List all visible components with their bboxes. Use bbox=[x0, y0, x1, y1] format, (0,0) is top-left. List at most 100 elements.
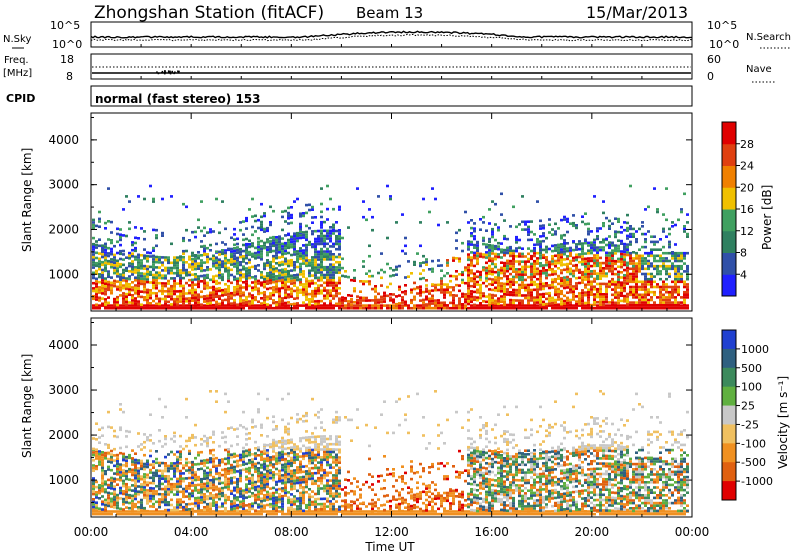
rti-cell bbox=[623, 294, 626, 298]
rti-cell bbox=[239, 469, 242, 472]
rti-cell bbox=[578, 242, 581, 246]
rti-cell bbox=[641, 298, 644, 302]
rti-cell bbox=[101, 302, 104, 306]
rti-cell bbox=[281, 252, 284, 256]
rti-cell bbox=[296, 250, 299, 253]
rti-cell bbox=[434, 304, 437, 307]
rti-cell bbox=[344, 304, 347, 307]
rti-cell bbox=[545, 276, 548, 280]
rti-cell bbox=[602, 298, 605, 301]
rti-cell bbox=[419, 294, 422, 297]
rti-cell bbox=[473, 243, 476, 247]
rti-cell bbox=[143, 493, 146, 497]
rti-cell bbox=[131, 281, 134, 284]
rti-cell bbox=[470, 226, 473, 230]
rti-cell bbox=[176, 506, 179, 509]
rti-cell bbox=[512, 254, 515, 258]
rti-cell bbox=[479, 302, 482, 305]
rti-cell bbox=[656, 303, 659, 307]
rti-cell bbox=[200, 496, 203, 499]
rti-cell bbox=[587, 270, 590, 273]
rti-cell bbox=[161, 269, 164, 272]
rti-cell bbox=[143, 462, 146, 466]
rti-cell bbox=[641, 221, 644, 224]
rti-cell bbox=[95, 509, 98, 512]
freq-mark bbox=[167, 71, 170, 73]
rti-cell bbox=[497, 245, 500, 248]
rti-cell bbox=[251, 492, 254, 495]
rti-cell bbox=[488, 264, 491, 268]
rti-cell bbox=[119, 512, 122, 516]
rti-cell bbox=[581, 302, 584, 305]
rti-cell bbox=[110, 512, 113, 516]
rti-cell bbox=[146, 288, 149, 292]
rti-cell bbox=[116, 496, 119, 499]
rti-cell bbox=[230, 294, 233, 298]
rti-cell bbox=[209, 510, 212, 513]
rti-cell bbox=[209, 390, 212, 393]
rti-cell bbox=[584, 278, 587, 281]
rti-cell bbox=[650, 272, 653, 276]
rti-cell bbox=[548, 284, 551, 287]
rti-cell bbox=[215, 503, 218, 507]
rti-cell bbox=[263, 291, 266, 294]
rti-cell bbox=[92, 437, 95, 440]
rti-cell bbox=[137, 304, 140, 307]
rti-cell bbox=[239, 490, 242, 493]
rti-cell bbox=[542, 266, 545, 270]
rti-cell bbox=[353, 289, 356, 293]
rti-cell bbox=[140, 274, 143, 278]
rti-cell bbox=[668, 240, 671, 244]
rti-cell bbox=[485, 269, 488, 272]
rti-cell bbox=[236, 259, 239, 262]
rti-cell bbox=[332, 245, 335, 248]
rti-cell bbox=[254, 230, 257, 233]
rti-cell bbox=[236, 435, 239, 438]
rti-cell bbox=[635, 296, 638, 299]
rti-cell bbox=[560, 306, 563, 310]
rti-cell bbox=[179, 455, 182, 459]
rti-cell bbox=[407, 306, 410, 310]
rti-cell bbox=[275, 236, 278, 239]
rti-cell bbox=[206, 231, 209, 234]
station-title: Zhongshan Station (fitACF) bbox=[94, 3, 324, 23]
rti-cell bbox=[179, 279, 182, 283]
rti-cell bbox=[671, 306, 674, 310]
rti-cell bbox=[428, 268, 431, 271]
rti-cell bbox=[101, 244, 104, 247]
rti-cell bbox=[545, 306, 548, 310]
rti-cell bbox=[209, 249, 212, 252]
rti-cell bbox=[431, 302, 434, 305]
rti-cell bbox=[266, 238, 269, 241]
rti-cell bbox=[560, 269, 563, 272]
rti-cell bbox=[668, 293, 671, 297]
rti-cell bbox=[377, 292, 380, 296]
rti-cell bbox=[194, 436, 197, 439]
rti-cell bbox=[134, 276, 137, 279]
rti-cell bbox=[179, 498, 182, 501]
rti-cell bbox=[575, 302, 578, 306]
rti-cell bbox=[152, 200, 155, 203]
rti-cell bbox=[308, 303, 311, 306]
rti-cell bbox=[269, 268, 272, 272]
rti-cell bbox=[587, 283, 590, 286]
rti-cell bbox=[200, 459, 203, 463]
rti-cell bbox=[233, 291, 236, 294]
rti-cell bbox=[185, 469, 188, 472]
rti-cell bbox=[119, 273, 122, 276]
rti-cell bbox=[248, 266, 251, 269]
rti-cell bbox=[530, 254, 533, 258]
rti-cell bbox=[215, 259, 218, 262]
rti-cell bbox=[365, 304, 368, 307]
rti-cell bbox=[176, 274, 179, 278]
rti-cell bbox=[620, 231, 623, 234]
rti-cell bbox=[92, 218, 95, 222]
rti-cell bbox=[212, 275, 215, 278]
cpid-panel-frame bbox=[90, 85, 693, 107]
rti-cell bbox=[140, 295, 143, 299]
rti-cell bbox=[98, 238, 101, 241]
rti-cell bbox=[482, 304, 485, 307]
rti-cell bbox=[185, 281, 188, 285]
rti-cell bbox=[611, 254, 614, 258]
rti-cell bbox=[308, 240, 311, 244]
